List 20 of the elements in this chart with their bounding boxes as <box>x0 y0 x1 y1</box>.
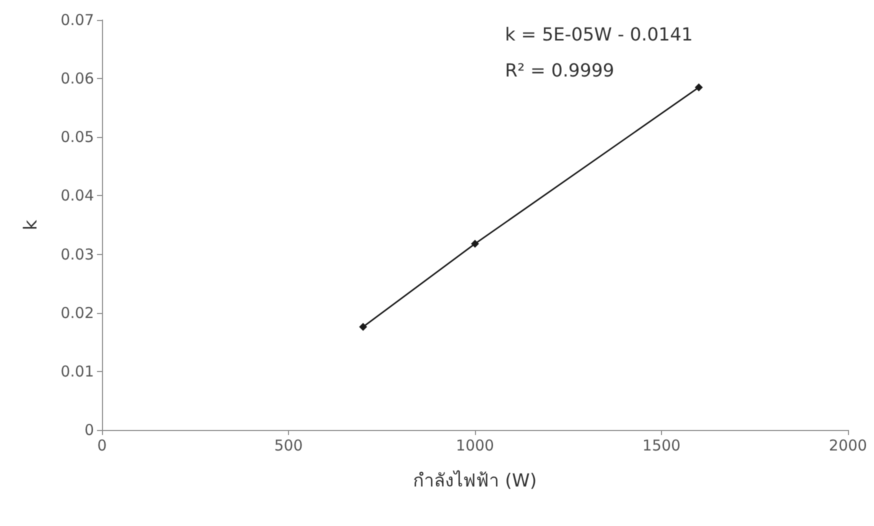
point <box>694 83 703 92</box>
x-tick-label: 1500 <box>642 436 681 454</box>
x-axis-title: กำลังไฟฟ้า (W) <box>413 470 537 492</box>
point <box>471 240 479 248</box>
x-tick-label: 0 <box>97 436 107 454</box>
x-tick-label: 2000 <box>828 436 868 454</box>
y-tick-label: 0.04 <box>60 186 94 205</box>
x-tick-label: 500 <box>274 436 303 454</box>
y-tick-label: 0.07 <box>60 11 94 29</box>
annotation: R² = 0.9999 <box>505 60 614 82</box>
y-tick-label: 0.05 <box>60 128 94 146</box>
y-tick-label: 0.01 <box>60 362 94 380</box>
annotation: k = 5E-05W - 0.0141 <box>504 24 693 46</box>
y-axis-title: k <box>20 219 42 230</box>
y-tick-label: 0.03 <box>60 245 94 264</box>
point <box>359 322 368 331</box>
x-tick-label: 1000 <box>456 436 494 454</box>
y-tick-label: 0.06 <box>60 70 94 88</box>
y-tick-label: 0 <box>84 421 94 439</box>
y-tick-label: 0.02 <box>60 304 94 322</box>
